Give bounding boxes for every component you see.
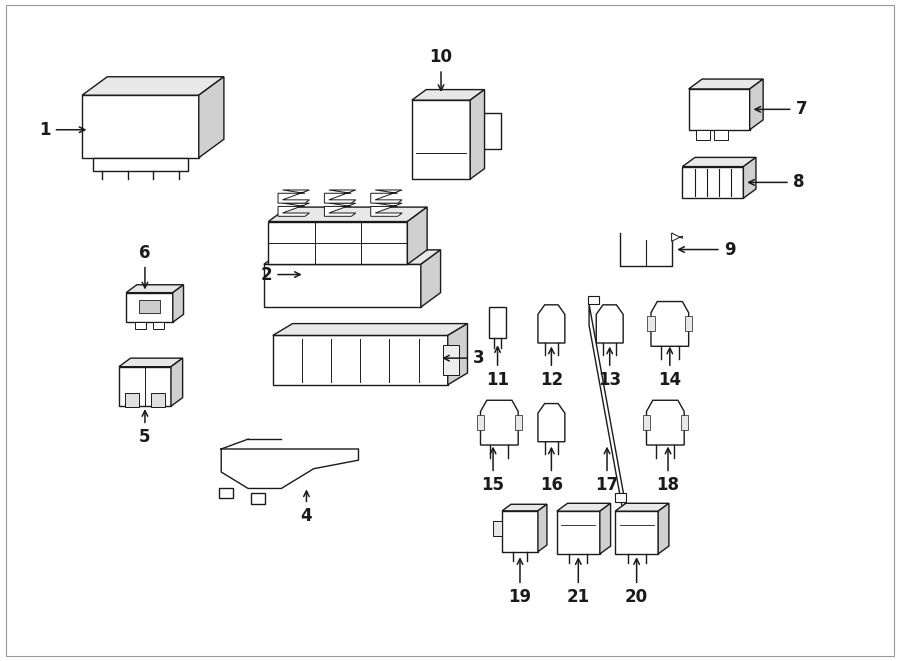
- Polygon shape: [557, 511, 599, 554]
- Polygon shape: [658, 503, 669, 554]
- Polygon shape: [643, 415, 650, 430]
- Polygon shape: [268, 221, 408, 264]
- Polygon shape: [714, 130, 728, 139]
- Text: 19: 19: [508, 559, 532, 606]
- Text: 5: 5: [140, 410, 150, 446]
- Polygon shape: [680, 415, 688, 430]
- Polygon shape: [590, 304, 625, 523]
- Polygon shape: [538, 504, 547, 552]
- Polygon shape: [135, 323, 146, 329]
- Polygon shape: [515, 415, 522, 430]
- Polygon shape: [615, 511, 658, 554]
- Text: 21: 21: [567, 559, 590, 606]
- Polygon shape: [688, 79, 763, 89]
- Polygon shape: [278, 190, 310, 203]
- Polygon shape: [324, 190, 356, 203]
- Text: 16: 16: [540, 448, 562, 494]
- Polygon shape: [682, 167, 743, 198]
- Polygon shape: [502, 504, 547, 511]
- Polygon shape: [682, 157, 756, 167]
- Polygon shape: [153, 323, 164, 329]
- Polygon shape: [596, 305, 623, 343]
- Text: 2: 2: [261, 266, 301, 284]
- Polygon shape: [421, 250, 441, 307]
- Polygon shape: [173, 285, 184, 323]
- Polygon shape: [538, 404, 565, 442]
- Text: 12: 12: [540, 348, 562, 389]
- Text: 14: 14: [658, 348, 681, 389]
- Polygon shape: [599, 503, 610, 554]
- Text: 18: 18: [656, 448, 680, 494]
- Polygon shape: [125, 393, 140, 407]
- Polygon shape: [481, 401, 518, 445]
- Polygon shape: [273, 335, 448, 385]
- Polygon shape: [651, 301, 688, 346]
- Polygon shape: [278, 203, 310, 216]
- Polygon shape: [493, 521, 502, 536]
- Polygon shape: [671, 233, 682, 241]
- Text: 6: 6: [140, 244, 150, 288]
- Polygon shape: [615, 493, 626, 502]
- Polygon shape: [171, 358, 183, 407]
- Polygon shape: [696, 130, 710, 139]
- Polygon shape: [408, 207, 427, 264]
- Polygon shape: [477, 415, 484, 430]
- Text: 20: 20: [626, 559, 648, 606]
- Polygon shape: [126, 285, 184, 293]
- Polygon shape: [151, 393, 165, 407]
- Polygon shape: [743, 157, 756, 198]
- Polygon shape: [93, 158, 188, 171]
- Polygon shape: [324, 203, 356, 216]
- Polygon shape: [82, 95, 199, 158]
- Polygon shape: [538, 305, 565, 343]
- Polygon shape: [264, 264, 421, 307]
- Polygon shape: [119, 367, 171, 407]
- Polygon shape: [371, 203, 402, 216]
- Text: 8: 8: [749, 173, 805, 192]
- Polygon shape: [490, 307, 506, 338]
- Polygon shape: [685, 317, 692, 331]
- Polygon shape: [750, 79, 763, 130]
- Polygon shape: [412, 90, 484, 100]
- Text: 3: 3: [444, 349, 484, 367]
- Polygon shape: [219, 488, 233, 498]
- Polygon shape: [470, 90, 484, 179]
- Polygon shape: [615, 503, 669, 511]
- Polygon shape: [646, 401, 684, 445]
- Polygon shape: [126, 293, 173, 323]
- Polygon shape: [444, 345, 458, 375]
- Polygon shape: [371, 190, 402, 203]
- Text: 17: 17: [596, 448, 618, 494]
- Polygon shape: [251, 493, 266, 504]
- Polygon shape: [82, 77, 224, 95]
- Polygon shape: [199, 77, 224, 158]
- Polygon shape: [119, 358, 183, 367]
- Text: 11: 11: [486, 347, 509, 389]
- Polygon shape: [273, 324, 467, 335]
- Polygon shape: [502, 511, 538, 552]
- Text: 9: 9: [679, 241, 735, 258]
- Polygon shape: [412, 100, 470, 179]
- Text: 10: 10: [429, 48, 453, 91]
- Text: 4: 4: [301, 491, 312, 525]
- Polygon shape: [139, 299, 160, 313]
- Polygon shape: [688, 89, 750, 130]
- Polygon shape: [448, 324, 467, 385]
- Polygon shape: [647, 317, 654, 331]
- Text: 15: 15: [482, 448, 505, 494]
- Polygon shape: [268, 207, 428, 221]
- Polygon shape: [557, 503, 610, 511]
- Polygon shape: [264, 250, 441, 264]
- Text: 7: 7: [755, 100, 807, 118]
- Text: 13: 13: [598, 348, 621, 389]
- Text: 1: 1: [40, 121, 85, 139]
- Polygon shape: [589, 295, 598, 304]
